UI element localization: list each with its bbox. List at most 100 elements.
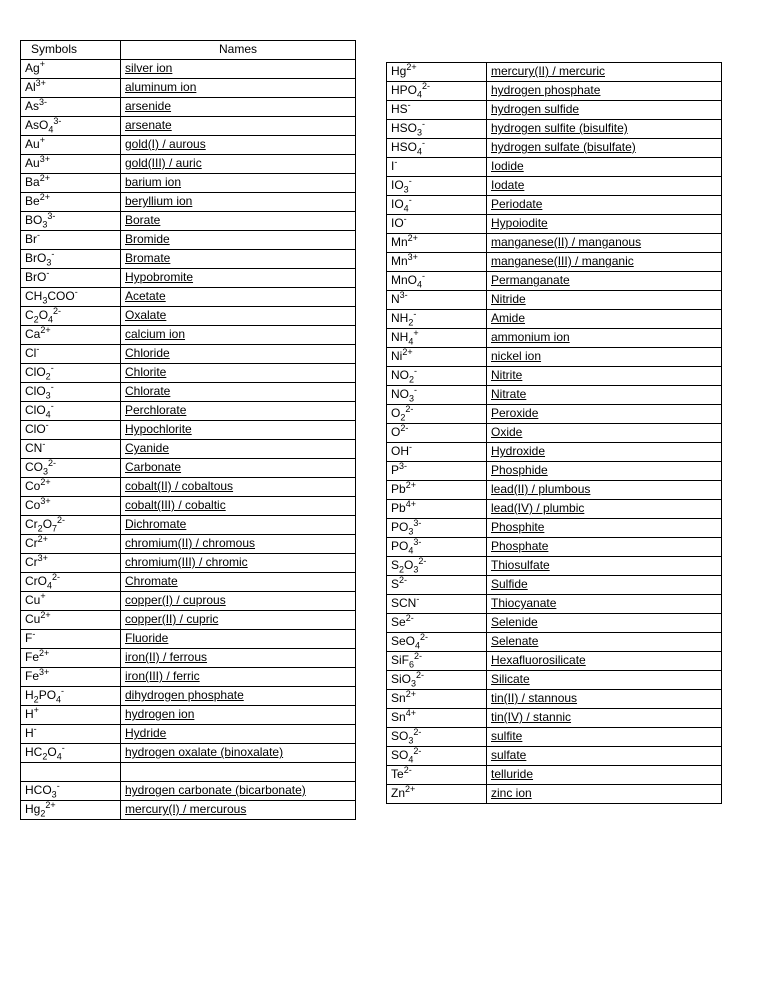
ion-symbol: F- [21,630,121,649]
ion-symbol: IO4- [387,196,487,215]
ion-symbol: Cr2O72- [21,516,121,535]
table-row: Be2+beryllium ion [21,193,356,212]
table-row: NH4+ammonium ion [387,329,722,348]
ion-name: Silicate [487,671,722,690]
ion-symbol: Ba2+ [21,174,121,193]
ion-name: chromium(II) / chromous [121,535,356,554]
ion-symbol: Sn4+ [387,709,487,728]
table-row: BrO-Hypobromite [21,269,356,288]
ion-name: Nitrate [487,386,722,405]
ion-table-left: Symbols Names Ag+silver ionAl3+aluminum … [20,40,356,820]
table-row: NH2-Amide [387,310,722,329]
ion-symbol: CN- [21,440,121,459]
ion-name: tin(IV) / stannic [487,709,722,728]
ion-name: Selenate [487,633,722,652]
ion-symbol: OH- [387,443,487,462]
table-row: BrO3-Bromate [21,250,356,269]
ion-symbol: ClO3- [21,383,121,402]
ion-name: Hypobromite [121,269,356,288]
ion-symbol: Cl- [21,345,121,364]
table-row: S2-Sulfide [387,576,722,595]
ion-name: mercury(I) / mercurous [121,801,356,820]
ion-symbol: H+ [21,706,121,725]
ion-symbol: Mn3+ [387,253,487,272]
ion-name: tin(II) / stannous [487,690,722,709]
table-row: Ba2+barium ion [21,174,356,193]
table-row: SiF62-Hexafluorosilicate [387,652,722,671]
ion-symbol: CH3COO- [21,288,121,307]
ion-symbol: HC2O4- [21,744,121,763]
ion-name: Hydride [121,725,356,744]
ion-name: copper(I) / cuprous [121,592,356,611]
table-row: CH3COO-Acetate [21,288,356,307]
ion-symbol: CO32- [21,459,121,478]
table-row: H2PO4-dihydrogen phosphate [21,687,356,706]
table-row: NO2-Nitrite [387,367,722,386]
ion-name: Acetate [121,288,356,307]
ion-symbol: IO3- [387,177,487,196]
table-row: HPO42-hydrogen phosphate [387,82,722,101]
table-row: OH-Hydroxide [387,443,722,462]
ion-name: Chloride [121,345,356,364]
table-row: ClO2-Chlorite [21,364,356,383]
ion-symbol: C2O42- [21,307,121,326]
ion-symbol: ClO4- [21,402,121,421]
table-row: F-Fluoride [21,630,356,649]
ion-symbol: Co2+ [21,478,121,497]
table-row: Sn4+tin(IV) / stannic [387,709,722,728]
ion-symbol: MnO4- [387,272,487,291]
table-row: Hg2+mercury(II) / mercuric [387,63,722,82]
table-row: Au3+gold(III) / auric [21,155,356,174]
table-row [21,763,356,782]
ion-symbol: Pb4+ [387,500,487,519]
ion-symbol: SiO32- [387,671,487,690]
ion-symbol: HSO3- [387,120,487,139]
table-row: Fe3+iron(III) / ferric [21,668,356,687]
ion-name: Thiocyanate [487,595,722,614]
ion-symbol: Sn2+ [387,690,487,709]
ion-symbol: H2PO4- [21,687,121,706]
ion-symbol: H- [21,725,121,744]
ion-symbol: BrO3- [21,250,121,269]
table-row: Br-Bromide [21,231,356,250]
table-row: SO42-sulfate [387,747,722,766]
table-row: Ag+silver ion [21,60,356,79]
ion-name: iron(II) / ferrous [121,649,356,668]
table-row: Cr3+chromium(III) / chromic [21,554,356,573]
table-row: H+hydrogen ion [21,706,356,725]
ion-symbol: NO2- [387,367,487,386]
ion-name: calcium ion [121,326,356,345]
ion-name: copper(II) / cupric [121,611,356,630]
ion-name: Hexafluorosilicate [487,652,722,671]
ion-name: dihydrogen phosphate [121,687,356,706]
ion-symbol [21,763,121,782]
ion-name: chromium(III) / chromic [121,554,356,573]
ion-name: Nitrite [487,367,722,386]
ion-name: gold(III) / auric [121,155,356,174]
table-row: O2-Oxide [387,424,722,443]
ion-symbol: Pb2+ [387,481,487,500]
ion-symbol: As3- [21,98,121,117]
ion-symbol: O2- [387,424,487,443]
table-row: HC2O4-hydrogen oxalate (binoxalate) [21,744,356,763]
table-row: MnO4-Permanganate [387,272,722,291]
ion-symbol: I- [387,158,487,177]
ion-name: Bromide [121,231,356,250]
ion-name: zinc ion [487,785,722,804]
table-row: IO-Hypoiodite [387,215,722,234]
ion-symbol: O22- [387,405,487,424]
ion-symbol: Co3+ [21,497,121,516]
ion-name: Perchlorate [121,402,356,421]
table-row: NO3-Nitrate [387,386,722,405]
table-row: HSO3-hydrogen sulfite (bisulfite) [387,120,722,139]
table-row: Se2-Selenide [387,614,722,633]
table-row: H-Hydride [21,725,356,744]
table-row: ClO4-Perchlorate [21,402,356,421]
ion-symbol: Be2+ [21,193,121,212]
ion-name: Chromate [121,573,356,592]
table-row: ClO3-Chlorate [21,383,356,402]
ion-symbol: Ca2+ [21,326,121,345]
ion-symbol: PO33- [387,519,487,538]
ion-name: Peroxide [487,405,722,424]
ion-symbol: HS- [387,101,487,120]
